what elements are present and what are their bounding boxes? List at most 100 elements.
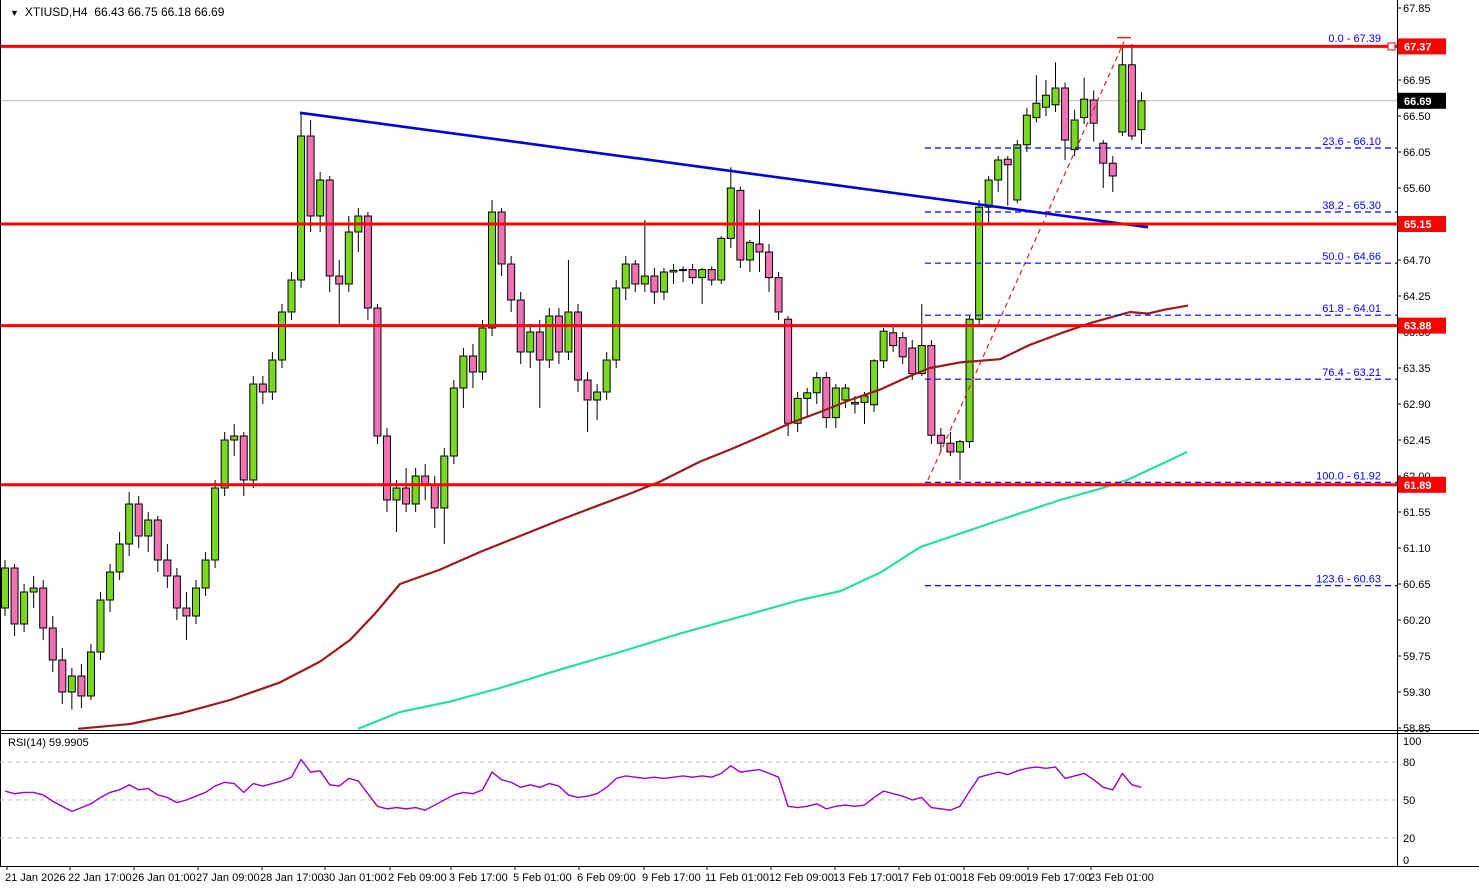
time-label: 28 Jan 17:00 [260, 872, 324, 884]
fib-base-trendline[interactable] [927, 41, 1125, 481]
candle [564, 311, 573, 353]
candle [621, 263, 630, 289]
candle [115, 543, 124, 573]
price-tick-label: 61.10 [1403, 543, 1431, 555]
price-badge-label: 67.37 [1404, 41, 1432, 53]
rsi-scale-label: 0 [1403, 855, 1409, 867]
candle [889, 332, 898, 347]
price-tick-label: 63.35 [1403, 363, 1431, 375]
time-label: 22 Jan 17:00 [68, 872, 132, 884]
candle [956, 441, 964, 453]
fib-level-label: 123.6 - 60.63 [1316, 574, 1381, 586]
candle [1099, 142, 1108, 164]
candle [383, 435, 391, 501]
price-badge-label: 65.15 [1404, 219, 1432, 231]
candle [1070, 119, 1079, 151]
candle [535, 331, 544, 361]
candle [373, 307, 382, 437]
time-axis[interactable] [6, 866, 1092, 870]
time-label: 13 Feb 17:00 [833, 872, 898, 884]
candle [478, 327, 487, 373]
descending-trendline[interactable] [299, 111, 1149, 229]
candle [468, 355, 477, 373]
candle [583, 379, 592, 401]
candle [449, 387, 458, 457]
price-badge-label: 66.69 [1404, 96, 1432, 108]
price-tick-label: 67.85 [1403, 3, 1431, 15]
rsi-scale-label: 20 [1403, 833, 1415, 845]
candle [144, 519, 153, 537]
current-price-badge [1398, 92, 1446, 109]
candle [67, 675, 76, 693]
candle [870, 360, 879, 406]
line-drag-handle[interactable] [1387, 42, 1396, 51]
candle [277, 311, 286, 361]
candle [421, 475, 430, 485]
candle [803, 392, 812, 399]
candle [211, 487, 220, 561]
candle [344, 231, 353, 285]
price-axis[interactable] [1397, 7, 1401, 729]
candle [1080, 98, 1089, 119]
price-badge-label: 61.89 [1404, 480, 1432, 492]
candle [29, 587, 38, 593]
candle [48, 627, 57, 661]
candle [335, 275, 344, 285]
price-badge-label: 63.88 [1404, 321, 1432, 333]
candle [841, 387, 850, 401]
price-tick-label: 59.30 [1403, 687, 1431, 699]
candle [1022, 114, 1031, 146]
candle [822, 377, 831, 419]
candle [650, 275, 659, 293]
time-label: 11 Feb 01:00 [705, 872, 769, 884]
fib-level-label: 100.0 - 61.92 [1316, 470, 1381, 482]
candle [784, 318, 793, 424]
candle [1108, 162, 1117, 177]
candle [86, 651, 95, 697]
candle [1051, 87, 1060, 106]
candle [497, 211, 506, 265]
price-tick-label: 66.05 [1403, 147, 1431, 159]
candle [936, 434, 945, 444]
candle [659, 271, 668, 293]
candle [879, 330, 888, 362]
time-label: 23 Feb 01:00 [1089, 872, 1154, 884]
candle [249, 383, 258, 481]
rsi-scale-label: 100 [1403, 736, 1421, 748]
price-tick-label: 64.70 [1403, 255, 1431, 267]
time-label: 26 Jan 01:00 [132, 872, 196, 884]
time-label: 18 Feb 09:00 [962, 872, 1027, 884]
time-label: 6 Feb 09:00 [577, 872, 636, 884]
ohlc-expander-icon[interactable]: ▼ [10, 8, 19, 18]
time-label: 19 Feb 17:00 [1026, 872, 1091, 884]
candle [669, 269, 678, 273]
candle [898, 337, 907, 358]
chart-header: ▼ XTIUSD,H4 66.43 66.75 66.18 66.69 [10, 5, 224, 19]
candle [726, 187, 735, 239]
candle [163, 559, 172, 577]
candle [717, 237, 726, 281]
candle [1118, 64, 1127, 133]
candle [58, 659, 67, 693]
candle [125, 503, 134, 545]
candle [1032, 102, 1041, 119]
candle [201, 559, 210, 589]
candle [908, 347, 917, 375]
price-tick-label: 62.45 [1403, 435, 1431, 447]
candle [812, 377, 821, 394]
price-level-badge [1398, 38, 1446, 55]
candle [545, 315, 554, 361]
candle [745, 241, 754, 261]
candle [430, 483, 439, 509]
time-label: 30 Jan 01:00 [323, 872, 387, 884]
candle [1, 567, 9, 609]
fib-level-label: 38.2 - 65.30 [1322, 200, 1381, 212]
candle [1127, 64, 1136, 137]
candle [688, 269, 697, 279]
fib-level-label: 76.4 - 63.21 [1322, 367, 1381, 379]
candle [793, 397, 802, 424]
fib-level-label: 50.0 - 64.66 [1322, 251, 1381, 263]
candle [1137, 100, 1146, 131]
rsi-scale-label: 80 [1403, 757, 1415, 769]
